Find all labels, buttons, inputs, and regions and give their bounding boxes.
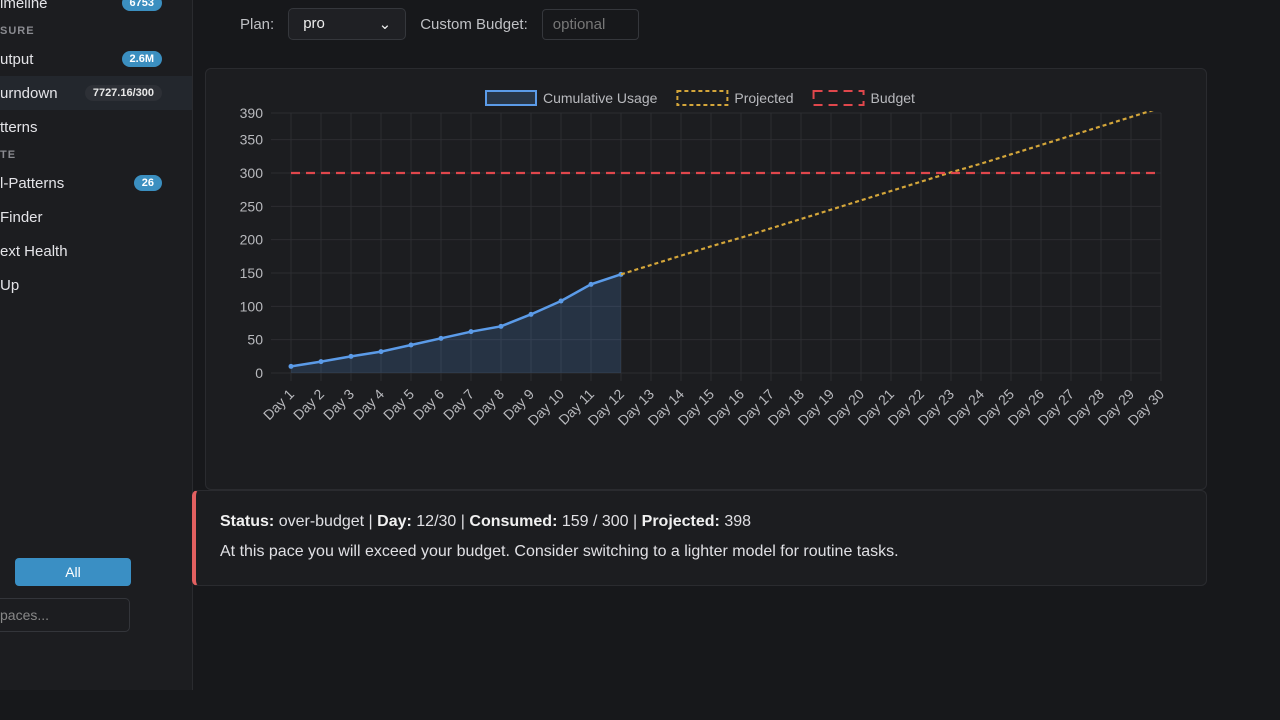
point bbox=[528, 311, 534, 317]
legend-swatch bbox=[485, 90, 537, 106]
item-label: tterns bbox=[0, 118, 38, 136]
y-tick-label: 0 bbox=[255, 365, 263, 381]
y-tick-label: 200 bbox=[240, 232, 264, 248]
item-badge: 26 bbox=[133, 175, 162, 191]
x-tick-label: Day 7 bbox=[440, 386, 477, 423]
sidebar-item[interactable]: urndown 7727.16/300 bbox=[0, 76, 192, 110]
budget-input[interactable]: optional bbox=[541, 8, 639, 40]
y-tick-label: 50 bbox=[247, 332, 263, 348]
sidebar: imeline 6753 SURE utput 2.6M urndown 7727.16/3… bbox=[0, 0, 193, 690]
status-panel: Status: over-budget | Day: 12/30 | Consu… bbox=[192, 490, 1207, 586]
separator: | bbox=[633, 513, 638, 530]
point bbox=[288, 363, 294, 369]
y-tick-label: 300 bbox=[240, 165, 264, 181]
status-line: Status: over-budget | Day: 12/30 | Consu… bbox=[220, 513, 1182, 531]
x-tick-label: Day 6 bbox=[410, 386, 447, 423]
separator: | bbox=[460, 513, 465, 530]
search-input[interactable]: paces... bbox=[0, 598, 130, 632]
series-line bbox=[620, 111, 1154, 276]
point bbox=[468, 329, 474, 335]
item-badge: 6753 bbox=[121, 0, 162, 11]
item-label: l-Patterns bbox=[0, 174, 65, 192]
x-tick-label: Day 5 bbox=[380, 386, 417, 423]
status-key: Day: bbox=[377, 513, 412, 530]
sidebar-item[interactable]: l-Patterns 26 bbox=[0, 166, 192, 200]
y-tick-label: 390 bbox=[240, 105, 264, 121]
status-key: Status: bbox=[220, 513, 275, 530]
filter-button[interactable]: All bbox=[15, 558, 131, 586]
item-badge: 2.6M bbox=[121, 51, 162, 67]
x-tick-label: Day 4 bbox=[350, 386, 387, 423]
sidebar-item[interactable]: imeline 6753 bbox=[0, 0, 192, 20]
legend-label: Projected bbox=[734, 90, 793, 106]
sidebar-section: SURE bbox=[0, 25, 35, 37]
legend-swatch bbox=[812, 90, 865, 106]
area bbox=[291, 274, 621, 373]
legend-label: Budget bbox=[871, 90, 915, 106]
status-key: Consumed: bbox=[469, 513, 558, 530]
y-tick-label: 250 bbox=[240, 198, 264, 214]
point bbox=[318, 359, 324, 365]
legend-swatch bbox=[676, 90, 729, 106]
y-tick-label: 350 bbox=[240, 132, 264, 148]
item-label: imeline bbox=[0, 0, 48, 12]
y-tick-label: 100 bbox=[240, 298, 264, 314]
separator: | bbox=[368, 513, 373, 530]
status-key: Projected: bbox=[641, 513, 720, 530]
plan-value: pro bbox=[303, 15, 325, 32]
y-tick-label: 150 bbox=[240, 265, 264, 281]
x-tick-label: Day 1 bbox=[260, 386, 297, 423]
x-tick-label: Day 2 bbox=[290, 386, 327, 423]
point bbox=[498, 323, 504, 329]
point bbox=[438, 335, 444, 341]
sidebar-item[interactable]: utput 2.6M bbox=[0, 42, 192, 76]
sidebar-item[interactable]: Finder bbox=[0, 200, 192, 234]
status-value: 12/30 bbox=[416, 513, 457, 530]
series-line bbox=[290, 273, 622, 368]
status-value: over-budget bbox=[278, 513, 365, 530]
status-value: 159 / 300 bbox=[561, 513, 629, 530]
item-label: urndown bbox=[0, 84, 58, 102]
controls: Plan: pro ⌄ Custom Budget: optional bbox=[240, 8, 639, 40]
point bbox=[378, 349, 384, 355]
item-label: Up bbox=[0, 276, 20, 294]
sidebar-item[interactable]: ext Health bbox=[0, 234, 192, 268]
status-message: At this pace you will exceed your budget… bbox=[220, 543, 899, 560]
point bbox=[348, 353, 354, 359]
x-tick-label: Day 3 bbox=[320, 386, 357, 423]
item-label: utput bbox=[0, 50, 34, 68]
sidebar-section: TE bbox=[0, 149, 17, 161]
legend-label: Cumulative Usage bbox=[543, 90, 658, 106]
plan-select[interactable]: pro ⌄ bbox=[288, 8, 407, 40]
point bbox=[408, 342, 414, 348]
item-badge: 7727.16/300 bbox=[84, 85, 162, 101]
item-label: Finder bbox=[0, 208, 43, 226]
plan-label: Plan: bbox=[240, 15, 275, 33]
item-label: ext Health bbox=[0, 242, 68, 260]
status-value: 398 bbox=[724, 513, 752, 530]
sidebar-item[interactable]: Up bbox=[0, 268, 192, 302]
point bbox=[558, 298, 564, 304]
sidebar-item[interactable]: tterns bbox=[0, 110, 192, 144]
budget-label: Custom Budget: bbox=[420, 15, 528, 33]
point bbox=[588, 281, 594, 287]
x-tick-label: Day 8 bbox=[470, 386, 507, 423]
